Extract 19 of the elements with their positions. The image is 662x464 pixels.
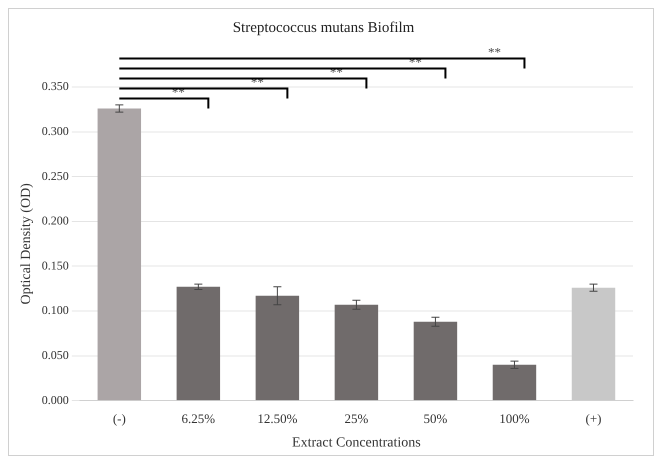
x-tick-label: 6.25%: [182, 410, 216, 426]
x-tick-label: (-): [112, 410, 126, 426]
y-tick-label: 0.200: [42, 214, 69, 228]
y-tick-label: 0.250: [42, 168, 69, 183]
y-tick-label: 0.350: [42, 79, 69, 94]
x-tick-label: 100%: [499, 410, 530, 426]
y-tick-label: 0.100: [42, 303, 69, 318]
text: **: [488, 44, 501, 60]
x-tick-label: (+): [585, 410, 602, 426]
chart-title: Streptococcus mutans Biofilm: [232, 20, 415, 36]
y-tick-label: 0.050: [42, 348, 69, 362]
x-tick-label: 25%: [344, 410, 368, 426]
x-tick-label: 12.50%: [257, 410, 298, 426]
x-axis-title: Extract Concentrations: [292, 435, 421, 450]
y-axis-title: Optical Density (OD): [19, 182, 34, 304]
y-tick-label: 0.300: [42, 124, 69, 138]
y-tick-label: 0.000: [42, 392, 69, 407]
x-tick-label: 50%: [424, 410, 448, 426]
y-tick-label: 0.150: [42, 258, 69, 272]
